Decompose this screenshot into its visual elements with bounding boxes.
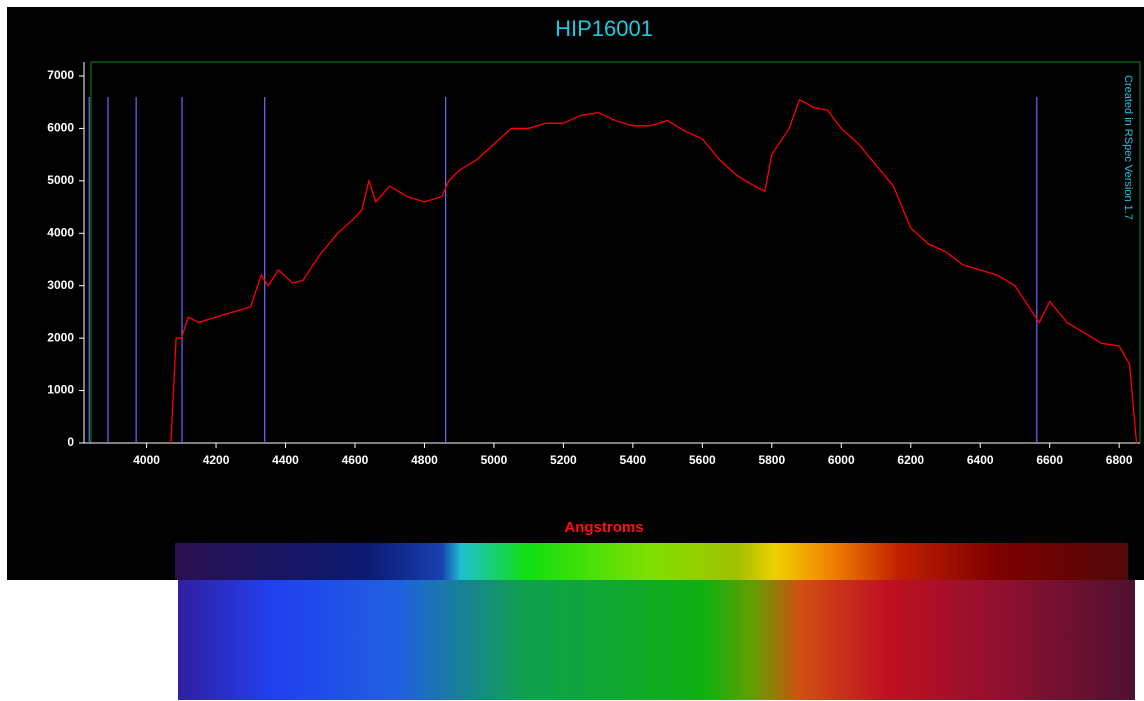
chart-background bbox=[7, 7, 1144, 580]
y-tick-label: 0 bbox=[67, 435, 74, 449]
x-tick-label: 4800 bbox=[411, 453, 438, 467]
x-tick-label: 6400 bbox=[967, 453, 994, 467]
x-tick-label: 4400 bbox=[272, 453, 299, 467]
annotation: Created in RSpec Version 1.7 bbox=[1122, 75, 1134, 220]
y-tick-label: 6000 bbox=[47, 121, 74, 135]
spectrum-strip bbox=[175, 543, 1128, 580]
x-tick-label: 6200 bbox=[897, 453, 924, 467]
x-tick-label: 6600 bbox=[1036, 453, 1063, 467]
data-line bbox=[170, 98, 1138, 444]
y-tick-label: 3000 bbox=[47, 278, 74, 292]
chart-title: HIP16001 bbox=[555, 16, 653, 41]
y-tick-label: 4000 bbox=[47, 225, 74, 239]
x-tick-label: 6800 bbox=[1106, 453, 1133, 467]
spectrum-strip bbox=[178, 580, 1135, 700]
x-tick-label: 4600 bbox=[342, 453, 369, 467]
x-tick-label: 4000 bbox=[133, 453, 160, 467]
x-tick-label: 5200 bbox=[550, 453, 577, 467]
x-tick-label: 6000 bbox=[828, 453, 855, 467]
x-tick-label: 4200 bbox=[203, 453, 230, 467]
x-tick-label: 5400 bbox=[620, 453, 647, 467]
x-tick-label: 5600 bbox=[689, 453, 716, 467]
x-tick-label: 5800 bbox=[758, 453, 785, 467]
x-tick-label: 5000 bbox=[481, 453, 508, 467]
y-tick-label: 7000 bbox=[47, 68, 74, 82]
y-tick-label: 2000 bbox=[47, 330, 74, 344]
x-axis-label: Angstroms bbox=[564, 519, 643, 536]
y-tick-label: 1000 bbox=[47, 383, 74, 397]
y-tick-label: 5000 bbox=[47, 173, 74, 187]
